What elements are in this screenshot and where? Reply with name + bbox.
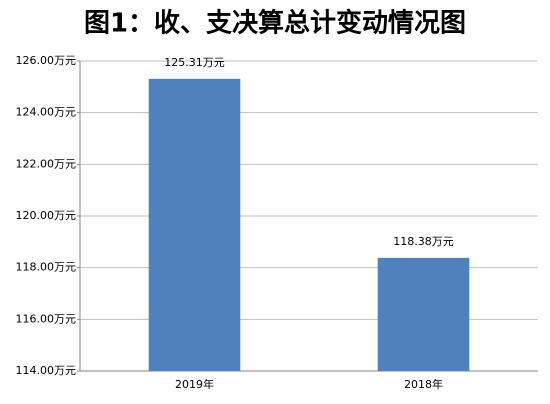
chart-title: 图1：收、支决算总计变动情况图 — [84, 8, 466, 39]
y-tick-label: 122.00万元 — [16, 157, 77, 170]
y-tick-label: 126.00万元 — [16, 54, 77, 67]
data-label: 118.38万元 — [393, 235, 454, 248]
y-tick-label: 124.00万元 — [16, 106, 77, 119]
y-tick-label: 120.00万元 — [16, 209, 77, 222]
x-tick-label: 2018年 — [404, 377, 443, 391]
y-tick-label: 116.00万元 — [16, 312, 77, 325]
y-tick-label: 114.00万元 — [16, 364, 77, 377]
x-tick-label: 2019年 — [175, 377, 214, 391]
bar — [377, 257, 470, 371]
data-label: 125.31万元 — [164, 56, 225, 69]
y-tick-label: 118.00万元 — [16, 261, 77, 274]
bar — [148, 78, 241, 371]
